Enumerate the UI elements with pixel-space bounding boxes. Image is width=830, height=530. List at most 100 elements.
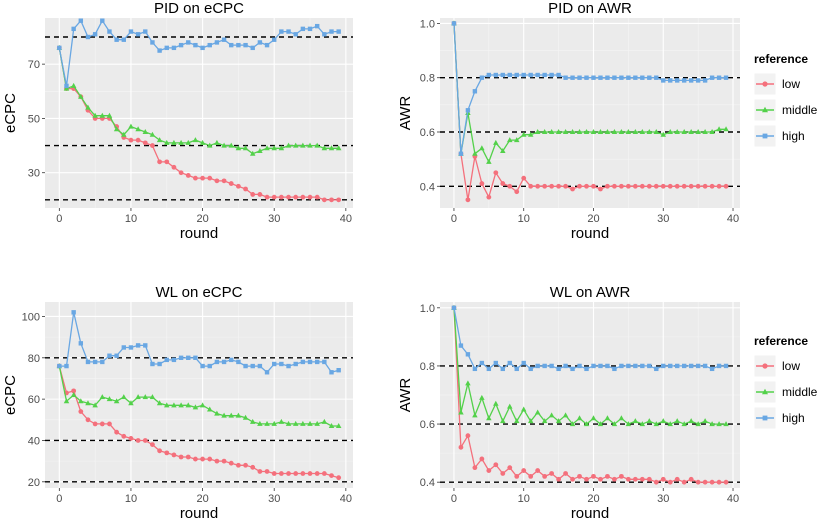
data-point-middle [264, 420, 270, 426]
data-point-low [479, 456, 485, 462]
data-point-high [528, 72, 533, 78]
data-point-high [458, 151, 464, 156]
data-point-low [542, 183, 548, 189]
data-point-high [493, 72, 499, 78]
data-point-middle [493, 139, 499, 145]
data-point-low [563, 183, 568, 189]
data-point-middle [702, 129, 708, 134]
data-point-low [535, 468, 541, 473]
data-point-low [653, 479, 659, 485]
data-point-middle [178, 402, 184, 408]
data-point-high [150, 40, 155, 45]
data-point-low [702, 479, 708, 485]
data-point-low [465, 433, 471, 439]
data-point-low [235, 462, 241, 468]
data-point-middle [192, 404, 199, 410]
legend: reference low middle high [753, 52, 818, 148]
series-low [56, 363, 342, 481]
data-point-high [257, 363, 263, 369]
data-point-high [243, 42, 248, 48]
data-point-low [142, 140, 148, 146]
data-point-high [314, 359, 320, 365]
data-point-middle [199, 402, 206, 408]
data-point-high [451, 21, 457, 26]
data-point-middle [618, 129, 625, 134]
data-point-middle [625, 129, 632, 134]
data-point-low [314, 194, 320, 200]
series-low [451, 305, 729, 485]
data-point-low [535, 183, 541, 189]
data-point-middle [646, 129, 653, 134]
data-point-high [556, 72, 561, 78]
data-point-middle [113, 398, 120, 404]
data-point-middle [300, 420, 306, 426]
series-high [451, 305, 729, 372]
y-tick-label: 0.8 [420, 73, 435, 85]
series-line-low [58, 47, 339, 201]
x-tick-label: 0 [451, 213, 457, 225]
data-point-low [264, 194, 270, 200]
data-point-low [618, 473, 624, 479]
data-point-middle [321, 145, 328, 151]
data-point-high [71, 310, 76, 315]
data-point-low [605, 183, 610, 189]
data-point-low [507, 465, 513, 471]
data-point-low [639, 476, 645, 482]
y-tick-label: 0.6 [420, 127, 435, 139]
data-point-middle [92, 112, 98, 118]
data-point-low [521, 175, 527, 181]
data-point-low [321, 471, 327, 476]
data-point-low [150, 143, 155, 148]
data-point-low [514, 473, 520, 479]
data-point-middle [681, 421, 687, 427]
data-point-middle [199, 139, 206, 145]
data-point-middle [271, 420, 277, 426]
data-point-low [207, 175, 213, 181]
data-point-middle [135, 126, 141, 132]
data-point-low [681, 479, 687, 485]
data-point-low [228, 460, 234, 466]
data-point-low [164, 450, 170, 456]
data-point-high [193, 355, 198, 360]
data-point-middle [576, 415, 583, 421]
data-point-high [605, 363, 610, 369]
data-point-high [563, 75, 568, 80]
data-point-middle [106, 396, 113, 402]
data-point-high [64, 83, 69, 89]
data-point-high [336, 29, 341, 34]
series-line-high [453, 307, 726, 370]
data-point-low [688, 183, 694, 189]
data-point-high [465, 108, 471, 113]
data-point-middle [479, 145, 485, 151]
data-point-low [549, 183, 555, 189]
data-point-middle [500, 148, 506, 153]
data-point-middle [257, 420, 263, 426]
data-point-middle [156, 400, 163, 406]
data-point-middle [128, 400, 134, 406]
data-point-low [625, 183, 631, 189]
data-point-middle [63, 85, 70, 91]
data-point-middle [156, 137, 163, 143]
data-point-low [300, 194, 306, 200]
data-point-middle [611, 129, 618, 134]
data-point-high [633, 363, 638, 369]
data-point-high [507, 72, 512, 78]
data-point-low [521, 468, 527, 473]
data-point-low [235, 183, 241, 189]
data-point-low [314, 471, 320, 476]
series-line-low [453, 307, 726, 483]
data-point-middle [63, 398, 70, 404]
y-tick-label: 0.4 [420, 181, 435, 193]
data-point-high [114, 37, 119, 42]
data-point-high [688, 78, 694, 83]
data-point-high [542, 363, 547, 369]
data-point-middle [221, 142, 227, 148]
data-point-high [57, 45, 62, 51]
legend-marker [762, 363, 768, 369]
data-point-high [186, 355, 191, 360]
data-point-low [528, 183, 534, 189]
data-point-low [99, 421, 105, 427]
data-point-high [605, 75, 610, 80]
y-axis-title: AWR [397, 96, 414, 131]
data-point-low [128, 436, 134, 441]
